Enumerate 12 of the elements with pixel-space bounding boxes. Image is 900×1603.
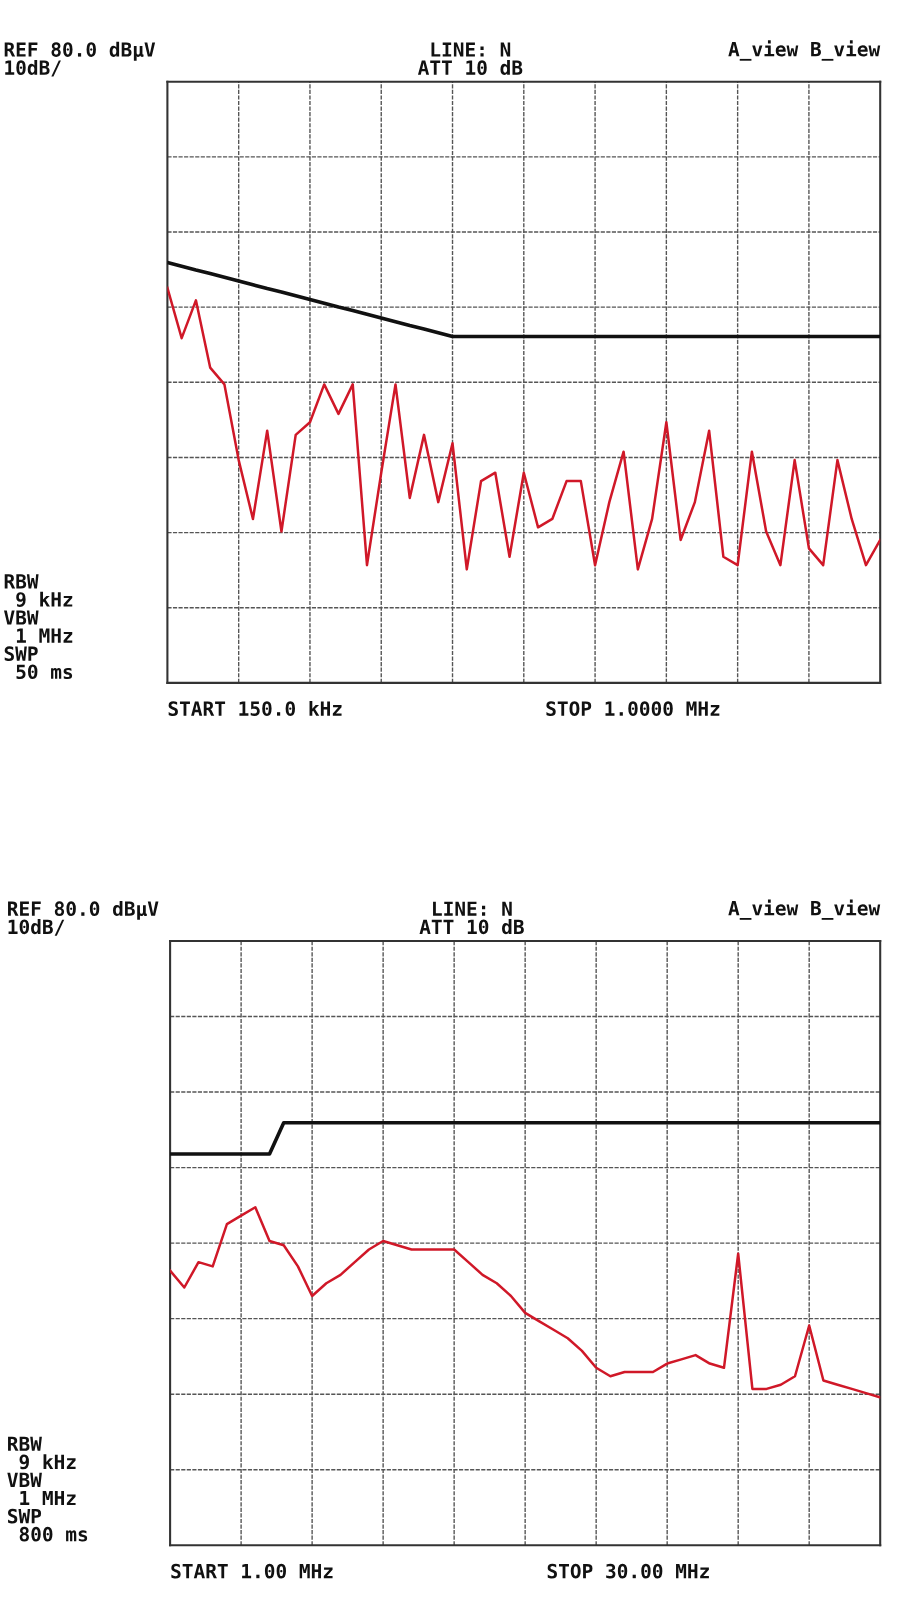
text: REF 80.0 dBµV 10dB/ [4, 41, 156, 77]
text: LINE: N ATT 10 dB [417, 42, 523, 75]
text: LINE: N ATT 10 dB [419, 901, 524, 935]
text: RBW 9 kHz VBW 1 MHz SWP 800 ms [7, 1436, 88, 1542]
text: START 150.0 kHz [168, 700, 342, 716]
text: A_view B_view [728, 899, 881, 920]
text: RBW 9 kHz VBW 1 MHz SWP 50 ms [4, 574, 73, 680]
text: START 1.00 MHz [171, 1563, 333, 1579]
text: STOP 1.0000 MHz [546, 701, 720, 716]
text: STOP 30.00 MHz [547, 1563, 709, 1579]
text: REF 80.0 dBµV 10dB/ [8, 901, 159, 936]
text: A_view B_view [728, 40, 881, 61]
